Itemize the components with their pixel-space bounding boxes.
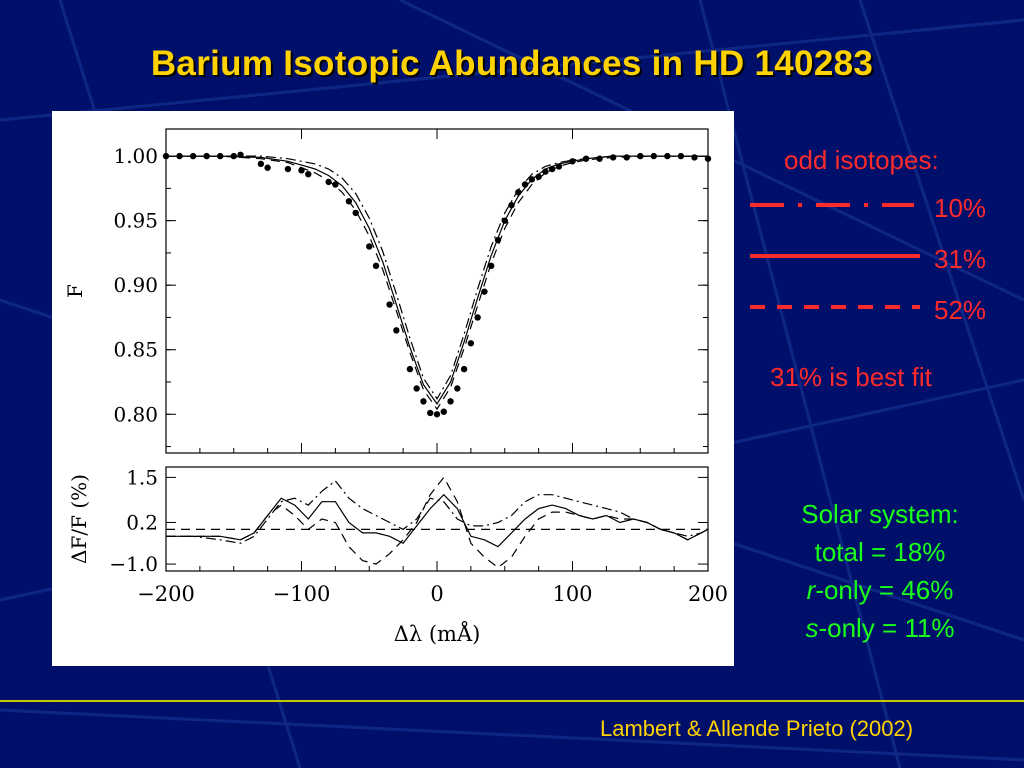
- observed-point: [440, 408, 447, 415]
- observed-point: [325, 178, 332, 186]
- observed-point: [447, 398, 454, 405]
- observed-point: [284, 165, 292, 173]
- y-tick-label: 0.95: [113, 209, 158, 233]
- observed-point: [481, 288, 488, 295]
- observed-point: [305, 170, 312, 178]
- y-axis-label: F: [63, 284, 87, 298]
- legend-label-31: 31%: [934, 244, 987, 274]
- observed-point: [413, 385, 420, 392]
- observed-point: [515, 189, 522, 196]
- observed-point: [332, 181, 339, 188]
- observed-point: [345, 198, 353, 205]
- legend-label-10: 10%: [934, 193, 987, 223]
- observed-point: [352, 209, 359, 217]
- observed-point: [264, 164, 271, 171]
- y-tick-label: 0.80: [113, 402, 158, 426]
- best-fit-note: 31% is best fit: [770, 362, 932, 392]
- solar-s-prefix: s: [805, 613, 819, 643]
- solar-r-only: r-only = 46%: [760, 571, 1000, 609]
- top-panel: 1.00 0.95 0.90 0.85 0.80 F: [63, 128, 712, 454]
- observed-point: [677, 152, 685, 160]
- legend-title: odd isotopes:: [784, 145, 939, 175]
- observed-point: [230, 152, 237, 160]
- y-tick-label: −1.0: [109, 552, 158, 576]
- y-tick-label: 1.00: [113, 144, 158, 168]
- x-tick-label: −100: [273, 582, 331, 606]
- observed-point: [542, 168, 549, 175]
- solar-r-rest: -only = 46%: [815, 575, 954, 605]
- x-tick-label: 200: [688, 582, 728, 606]
- observed-point: [257, 160, 265, 168]
- observed-point: [691, 154, 698, 161]
- observed-point: [555, 163, 563, 170]
- observed-point: [623, 154, 630, 161]
- observed-point: [162, 152, 170, 160]
- observed-point: [596, 155, 603, 162]
- series-line-52: [166, 155, 708, 411]
- x-tick-label: −200: [137, 582, 195, 606]
- observed-point: [217, 152, 224, 160]
- legend-label-52: 52%: [934, 295, 987, 325]
- observed-point: [176, 152, 183, 160]
- x-tick-label: 100: [552, 582, 592, 606]
- observed-point: [521, 181, 529, 188]
- observed-point: [637, 152, 644, 160]
- observed-point: [460, 365, 468, 373]
- observed-point: [488, 262, 495, 270]
- legend-lines: [750, 203, 920, 309]
- residual-line-52: [166, 476, 709, 569]
- y-axis-label: ΔF/F (%): [67, 474, 91, 564]
- observed-point: [406, 365, 414, 373]
- y-tick-label: 0.85: [113, 338, 158, 362]
- solar-r-prefix: r: [806, 575, 816, 605]
- slide-title: Barium Isotopic Abundances in HD 140283: [150, 44, 874, 83]
- observed-point: [535, 173, 542, 180]
- observed-point: [609, 154, 617, 161]
- solar-s-rest: -only = 11%: [818, 613, 955, 643]
- observed-point: [528, 176, 536, 183]
- citation: Lambert & Allende Prieto (2002): [600, 716, 914, 741]
- observed-point: [189, 152, 197, 160]
- observed-point: [420, 398, 427, 405]
- solar-heading: Solar system:: [801, 499, 959, 529]
- residual-line-31: [166, 493, 709, 548]
- y-tick-label: 0.2: [126, 510, 158, 534]
- observed-point: [372, 262, 380, 270]
- solar-system-note: Solar system: total = 18% r-only = 46% s…: [760, 495, 1000, 647]
- observed-point: [203, 152, 210, 160]
- solar-s-only: s-only = 11%: [760, 609, 1000, 647]
- observed-point: [494, 236, 502, 244]
- observed-point: [508, 201, 515, 209]
- series-line-31: [166, 155, 708, 405]
- series-line-10: [166, 155, 708, 400]
- observed-point: [386, 301, 393, 308]
- observed-point: [582, 155, 590, 162]
- observed-point: [650, 152, 657, 160]
- solar-total: total = 18%: [814, 537, 946, 567]
- observed-point: [393, 327, 400, 334]
- observed-point: [237, 151, 244, 159]
- y-tick-label: 0.90: [113, 273, 158, 297]
- observed-point: [548, 165, 556, 173]
- plot-panel: 1.00 0.95 0.90 0.85 0.80 F 1.5 0.2 −1.0 −200 −100…: [52, 111, 734, 666]
- observed-point: [433, 411, 441, 418]
- observed-point: [569, 158, 576, 165]
- residual-line-10: [166, 480, 709, 544]
- observed-point: [427, 409, 434, 417]
- observed-point: [501, 217, 508, 224]
- observed-point: [454, 385, 461, 392]
- observed-point: [704, 155, 712, 162]
- observed-point: [298, 167, 305, 174]
- observed-point: [664, 152, 671, 160]
- spectrum-plot: 1.00 0.95 0.90 0.85 0.80 F 1.5 0.2 −1.0 −200 −100…: [63, 128, 728, 646]
- bottom-panel: 1.5 0.2 −1.0 −200 −100 0 100 200 Δλ (mÅ) ΔF/F (%): [67, 129, 728, 646]
- footer-rule: [0, 700, 1024, 702]
- observed-point: [474, 314, 481, 321]
- y-tick-label: 1.5: [126, 465, 158, 489]
- observed-point: [467, 340, 475, 347]
- x-axis-label: Δλ (mÅ): [394, 621, 481, 646]
- x-tick-label: 0: [430, 582, 443, 606]
- observed-point: [366, 243, 373, 250]
